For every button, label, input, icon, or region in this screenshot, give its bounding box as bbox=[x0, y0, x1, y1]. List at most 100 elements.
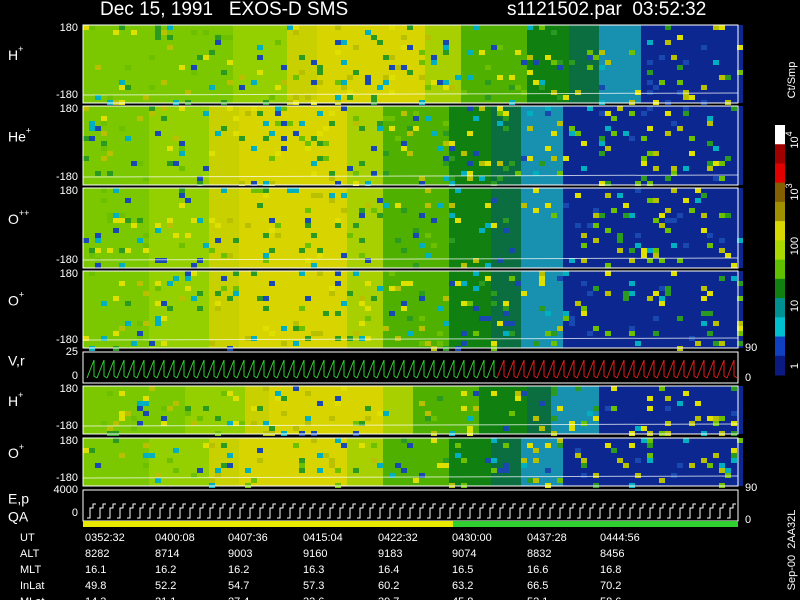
spectrogram-column bbox=[497, 386, 503, 434]
spectrogram-column bbox=[455, 271, 461, 348]
spectrogram-column bbox=[371, 386, 377, 434]
spectrogram-column bbox=[569, 106, 575, 185]
spectrogram-column bbox=[539, 438, 545, 486]
spectrogram-cell bbox=[155, 131, 161, 136]
spectrogram-cell bbox=[419, 176, 425, 181]
spectrogram-column bbox=[425, 106, 431, 185]
sawtooth bbox=[196, 359, 208, 379]
spectrogram-cell bbox=[407, 25, 413, 30]
spectrogram-cell bbox=[719, 213, 725, 218]
spectrogram-cell bbox=[407, 151, 413, 156]
spectrogram-cell bbox=[467, 171, 473, 176]
spectrogram-column bbox=[731, 25, 737, 103]
spectrogram-cell bbox=[665, 131, 671, 136]
spectrogram-column bbox=[623, 25, 629, 103]
spectrogram-cell bbox=[665, 208, 671, 213]
spectrogram-cell bbox=[89, 248, 95, 253]
spectrogram-column bbox=[527, 25, 533, 103]
spectrogram-cell bbox=[179, 151, 185, 156]
colorbar-label: 100 bbox=[789, 237, 800, 255]
spectrogram-cell bbox=[119, 416, 125, 421]
spectrogram-cell bbox=[269, 331, 275, 336]
spectrogram-cell bbox=[707, 116, 713, 121]
spectrogram-column bbox=[125, 188, 131, 268]
spectrogram-cell bbox=[443, 156, 449, 161]
footer-value: 33.6 bbox=[303, 596, 324, 600]
spectrogram-cell bbox=[161, 406, 167, 411]
qa-bar bbox=[453, 521, 738, 527]
spectrogram-column bbox=[185, 271, 191, 348]
spectrogram-cell bbox=[605, 228, 611, 233]
spectrogram-cell bbox=[497, 258, 503, 263]
spectrogram-column bbox=[473, 188, 479, 268]
spectrogram-cell bbox=[509, 85, 515, 90]
spectrogram-column bbox=[167, 106, 173, 185]
spectrogram-cell bbox=[335, 181, 341, 186]
spectrogram-cell bbox=[149, 106, 155, 111]
spectrogram-column bbox=[107, 106, 113, 185]
spectrogram-column bbox=[413, 25, 419, 103]
spectrogram-column bbox=[503, 25, 509, 103]
spectrogram-column bbox=[407, 438, 413, 486]
spectrogram-cell bbox=[533, 478, 539, 483]
spectrogram-column bbox=[335, 25, 341, 103]
staircase bbox=[87, 503, 96, 519]
spectrogram-cell bbox=[239, 421, 245, 426]
spectrogram-cell bbox=[125, 85, 131, 90]
spectrogram-cell bbox=[107, 218, 113, 223]
spectrogram-cell bbox=[443, 321, 449, 326]
spectrogram-cell bbox=[707, 161, 713, 166]
colorbar-label-base: 10 bbox=[789, 188, 800, 200]
spectrogram-cell bbox=[443, 161, 449, 166]
spectrogram-cell bbox=[365, 416, 371, 421]
sawtooth bbox=[676, 359, 688, 379]
spectrogram-cell bbox=[143, 453, 149, 458]
spectrogram-column bbox=[695, 438, 701, 486]
spectrogram-column bbox=[239, 438, 245, 486]
spectrogram-column bbox=[641, 438, 647, 486]
spectrogram-column bbox=[245, 271, 251, 348]
staircase bbox=[687, 503, 696, 519]
sawtooth bbox=[366, 359, 378, 379]
spectrogram-cell bbox=[581, 473, 587, 478]
spectrogram-cell bbox=[659, 55, 665, 60]
spectrogram-column bbox=[173, 438, 179, 486]
spectrogram-column bbox=[689, 25, 695, 103]
spectrogram-cell bbox=[203, 111, 209, 116]
footer-value: 63.2 bbox=[452, 580, 473, 592]
spectrogram-cell bbox=[161, 341, 167, 346]
spectrogram-cell bbox=[473, 116, 479, 121]
colorbar-label: 1 bbox=[789, 363, 800, 369]
spectrogram-column bbox=[359, 188, 365, 268]
spectrogram-column bbox=[677, 106, 683, 185]
spectrogram-cell bbox=[143, 396, 149, 401]
spectrogram-column bbox=[179, 271, 185, 348]
spectrogram-cell bbox=[575, 386, 581, 391]
spectrogram-cell bbox=[317, 65, 323, 70]
spectrogram-cell bbox=[443, 40, 449, 45]
spectrogram-cell bbox=[233, 396, 239, 401]
spectrogram-column bbox=[437, 386, 443, 434]
spectrogram-cell bbox=[419, 296, 425, 301]
staircase bbox=[297, 503, 306, 519]
spectrogram-cell bbox=[413, 233, 419, 238]
spectrogram-column bbox=[707, 25, 713, 103]
spectrogram-cell bbox=[551, 131, 557, 136]
spectrogram-column bbox=[113, 271, 119, 348]
spectrogram-cell bbox=[461, 341, 467, 346]
spectrogram-cell bbox=[227, 296, 233, 301]
spectrogram-cell bbox=[635, 90, 641, 95]
spectrogram-cell bbox=[413, 478, 419, 483]
spectrogram-cell bbox=[437, 146, 443, 151]
spectrogram-cell bbox=[359, 208, 365, 213]
spectrogram-cell bbox=[497, 176, 503, 181]
spectrogram-cell bbox=[197, 468, 203, 473]
spectrogram-cell bbox=[371, 458, 377, 463]
sawtooth bbox=[306, 359, 318, 379]
spectrogram-column bbox=[131, 271, 137, 348]
spectrogram-cell bbox=[305, 296, 311, 301]
trace-line bbox=[82, 174, 739, 178]
spectrogram-cell bbox=[329, 121, 335, 126]
spectrogram-column bbox=[617, 271, 623, 348]
spectrogram-cell bbox=[167, 45, 173, 50]
